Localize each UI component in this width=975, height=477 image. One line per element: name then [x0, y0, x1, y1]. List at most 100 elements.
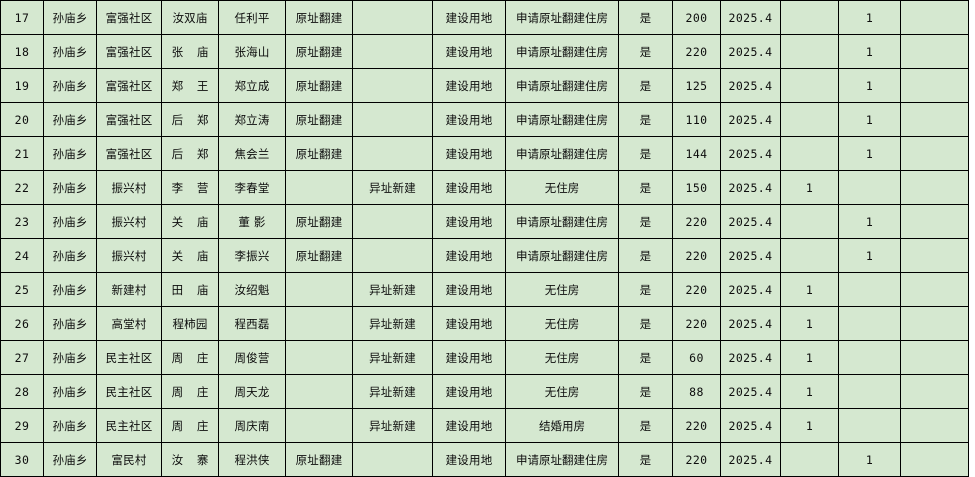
cell-approved-flag[interactable]: 是	[618, 374, 673, 409]
cell-remark[interactable]	[900, 34, 969, 69]
cell-rebuild-on-site[interactable]: 原址翻建	[285, 34, 353, 69]
cell-serial-number[interactable]: 29	[0, 408, 44, 443]
cell-applicant-name[interactable]: 郑立成	[218, 68, 286, 103]
cell-count-new-build[interactable]	[780, 0, 839, 35]
cell-approval-date[interactable]: 2025.4	[720, 0, 781, 35]
cell-remark[interactable]	[900, 204, 969, 239]
table-row[interactable]: 21 孙庙乡 富强社区后 郑焦会兰 原址翻建 建设用地 申请原址翻建住房是 144 2025.…	[0, 136, 969, 171]
cell-village[interactable]: 富强社区	[96, 136, 162, 171]
cell-count-new-build[interactable]	[780, 102, 839, 137]
cell-application-reason[interactable]: 无住房	[505, 374, 619, 409]
cell-relocate-new-build[interactable]	[352, 34, 433, 69]
cell-count-new-build[interactable]: 1	[780, 374, 839, 409]
cell-township[interactable]: 孙庙乡	[43, 34, 97, 69]
cell-count-rebuild[interactable]: 1	[838, 34, 901, 69]
cell-remark[interactable]	[900, 272, 969, 307]
cell-application-reason[interactable]: 申请原址翻建住房	[505, 68, 619, 103]
cell-remark[interactable]	[900, 442, 969, 477]
table-row[interactable]: 23 孙庙乡 振兴村关 庙董 影原址翻建 建设用地 申请原址翻建住房是 220 2025.4…	[0, 204, 969, 239]
cell-relocate-new-build[interactable]	[352, 136, 433, 171]
cell-land-type[interactable]: 建设用地	[432, 136, 506, 171]
cell-count-new-build[interactable]	[780, 442, 839, 477]
cell-count-rebuild[interactable]: 1	[838, 0, 901, 35]
cell-township[interactable]: 孙庙乡	[43, 272, 97, 307]
cell-land-area[interactable]: 125	[672, 68, 721, 103]
cell-serial-number[interactable]: 18	[0, 34, 44, 69]
cell-approved-flag[interactable]: 是	[618, 0, 673, 35]
cell-village[interactable]: 富强社区	[96, 102, 162, 137]
cell-serial-number[interactable]: 19	[0, 68, 44, 103]
cell-land-area[interactable]: 220	[672, 442, 721, 477]
cell-applicant-name[interactable]: 周俊营	[218, 340, 286, 375]
cell-application-reason[interactable]: 无住房	[505, 340, 619, 375]
cell-rebuild-on-site[interactable]: 原址翻建	[285, 204, 353, 239]
cell-approved-flag[interactable]: 是	[618, 102, 673, 137]
cell-land-area[interactable]: 220	[672, 408, 721, 443]
cell-application-reason[interactable]: 无住房	[505, 306, 619, 341]
cell-village[interactable]: 新建村	[96, 272, 162, 307]
cell-rebuild-on-site[interactable]: 原址翻建	[285, 0, 353, 35]
cell-land-type[interactable]: 建设用地	[432, 34, 506, 69]
cell-remark[interactable]	[900, 102, 969, 137]
cell-approved-flag[interactable]: 是	[618, 136, 673, 171]
cell-applicant-name[interactable]: 周庆南	[218, 408, 286, 443]
cell-land-area[interactable]: 220	[672, 34, 721, 69]
cell-relocate-new-build[interactable]	[352, 0, 433, 35]
cell-approval-date[interactable]: 2025.4	[720, 272, 781, 307]
cell-count-new-build[interactable]: 1	[780, 272, 839, 307]
cell-land-type[interactable]: 建设用地	[432, 68, 506, 103]
cell-application-reason[interactable]: 结婚用房	[505, 408, 619, 443]
table-row[interactable]: 29 孙庙乡 民主社区周 庄周庆南 异址新建 建设用地 结婚用房是 220 2025.4 1	[0, 408, 969, 443]
cell-rebuild-on-site[interactable]: 原址翻建	[285, 102, 353, 137]
cell-village-group[interactable]: 周 庄	[161, 374, 219, 409]
cell-count-new-build[interactable]: 1	[780, 170, 839, 205]
cell-village-group[interactable]: 周 庄	[161, 340, 219, 375]
cell-serial-number[interactable]: 30	[0, 442, 44, 477]
cell-application-reason[interactable]: 申请原址翻建住房	[505, 238, 619, 273]
cell-count-new-build[interactable]: 1	[780, 408, 839, 443]
cell-rebuild-on-site[interactable]	[285, 170, 353, 205]
cell-land-type[interactable]: 建设用地	[432, 102, 506, 137]
cell-applicant-name[interactable]: 李振兴	[218, 238, 286, 273]
cell-serial-number[interactable]: 26	[0, 306, 44, 341]
cell-township[interactable]: 孙庙乡	[43, 238, 97, 273]
cell-applicant-name[interactable]: 董 影	[218, 204, 286, 239]
cell-township[interactable]: 孙庙乡	[43, 340, 97, 375]
table-row[interactable]: 20 孙庙乡 富强社区后 郑郑立涛 原址翻建 建设用地 申请原址翻建住房是 110 2025.…	[0, 102, 969, 137]
cell-village[interactable]: 富强社区	[96, 0, 162, 35]
cell-serial-number[interactable]: 21	[0, 136, 44, 171]
cell-land-area[interactable]: 110	[672, 102, 721, 137]
cell-application-reason[interactable]: 申请原址翻建住房	[505, 102, 619, 137]
cell-village[interactable]: 民主社区	[96, 340, 162, 375]
cell-count-rebuild[interactable]: 1	[838, 442, 901, 477]
cell-application-reason[interactable]: 申请原址翻建住房	[505, 136, 619, 171]
cell-approved-flag[interactable]: 是	[618, 408, 673, 443]
table-row[interactable]: 22 孙庙乡 振兴村李 营李春堂 异址新建 建设用地 无住房是 150 2025.4 1	[0, 170, 969, 205]
cell-village-group[interactable]: 后 郑	[161, 102, 219, 137]
cell-serial-number[interactable]: 24	[0, 238, 44, 273]
cell-land-type[interactable]: 建设用地	[432, 374, 506, 409]
cell-rebuild-on-site[interactable]: 原址翻建	[285, 442, 353, 477]
cell-relocate-new-build[interactable]: 异址新建	[352, 170, 433, 205]
cell-rebuild-on-site[interactable]: 原址翻建	[285, 68, 353, 103]
cell-application-reason[interactable]: 无住房	[505, 170, 619, 205]
cell-relocate-new-build[interactable]: 异址新建	[352, 374, 433, 409]
cell-village[interactable]: 富民村	[96, 442, 162, 477]
cell-land-type[interactable]: 建设用地	[432, 408, 506, 443]
cell-rebuild-on-site[interactable]	[285, 272, 353, 307]
cell-applicant-name[interactable]: 程洪侠	[218, 442, 286, 477]
cell-approval-date[interactable]: 2025.4	[720, 34, 781, 69]
cell-count-rebuild[interactable]	[838, 340, 901, 375]
cell-village[interactable]: 富强社区	[96, 34, 162, 69]
cell-approval-date[interactable]: 2025.4	[720, 68, 781, 103]
cell-approval-date[interactable]: 2025.4	[720, 408, 781, 443]
cell-count-rebuild[interactable]: 1	[838, 238, 901, 273]
cell-village-group[interactable]: 张 庙	[161, 34, 219, 69]
cell-approval-date[interactable]: 2025.4	[720, 170, 781, 205]
cell-land-type[interactable]: 建设用地	[432, 272, 506, 307]
table-row[interactable]: 18 孙庙乡 富强社区张 庙张海山 原址翻建 建设用地 申请原址翻建住房是 220 2025.…	[0, 34, 969, 69]
cell-approved-flag[interactable]: 是	[618, 238, 673, 273]
cell-count-rebuild[interactable]	[838, 170, 901, 205]
cell-remark[interactable]	[900, 408, 969, 443]
cell-land-type[interactable]: 建设用地	[432, 442, 506, 477]
